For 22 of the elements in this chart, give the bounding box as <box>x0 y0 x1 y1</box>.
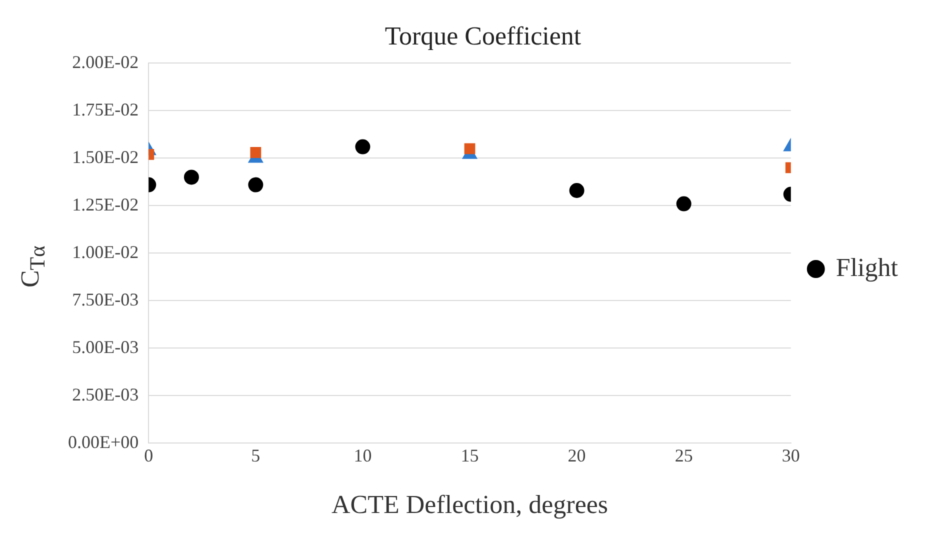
y-tick-label: 1.25E-02 <box>72 194 139 214</box>
x-tick-label: 25 <box>674 446 693 466</box>
y-tick-label: 1.75E-02 <box>72 99 139 120</box>
x-tick-label: 0 <box>144 446 154 466</box>
x-tick-label: 5 <box>251 446 260 466</box>
legend-label: Flight <box>836 252 899 282</box>
y-tick-label: 0.00E+00 <box>68 432 139 452</box>
y-tick-label: 2.50E-03 <box>72 384 139 404</box>
y-tick-label: 5.00E-03 <box>72 336 139 357</box>
y-tick-label: 7.50E-03 <box>72 289 139 310</box>
point <box>569 183 584 198</box>
chart-title: Torque Coefficient <box>384 21 582 50</box>
y-tick-label: 1.50E-02 <box>72 146 139 167</box>
y-tick-label: 1.00E-02 <box>72 242 139 262</box>
x-tick-label: 20 <box>568 446 586 466</box>
x-axis-title: ACTE Deflection, degrees <box>332 490 608 520</box>
x-tick-label: 10 <box>354 446 372 466</box>
y-tick-label: 2.00E-02 <box>72 52 139 72</box>
point <box>248 177 264 192</box>
point <box>355 139 370 154</box>
x-tick-label: 30 <box>782 446 800 466</box>
x-tick-label: 15 <box>460 446 479 466</box>
